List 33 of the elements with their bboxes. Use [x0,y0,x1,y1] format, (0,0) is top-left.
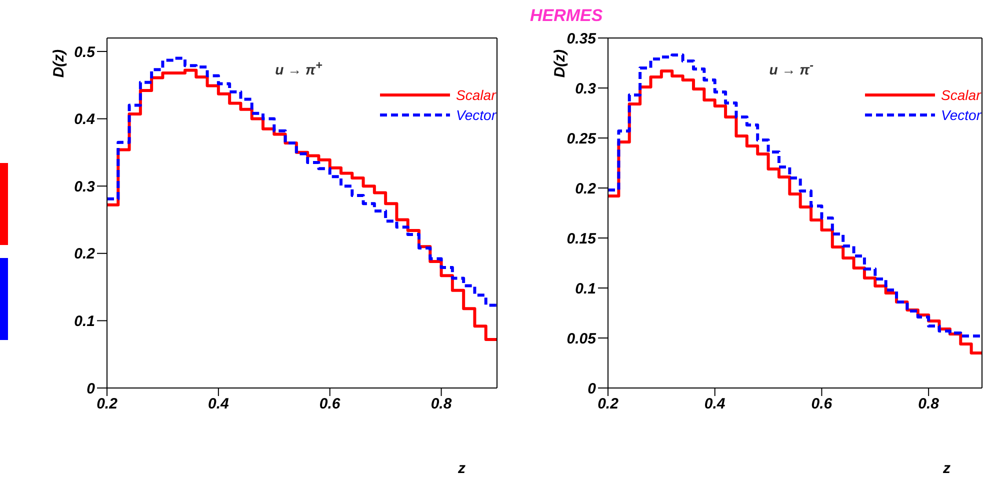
y-tick-label: 0.15 [566,230,597,248]
y-tick-label: 0.25 [566,130,597,148]
x-tick-label: 0.4 [704,396,726,413]
y-tick-label: 0.2 [575,180,597,198]
x-axis-title: z [943,460,950,477]
annotation: u → π$^{-}$ [769,59,814,78]
x-tick-label: 0.8 [430,396,452,413]
x-axis-title: z [458,460,466,477]
y-axis-title: D(z) [552,49,569,78]
x-tick-label: 0.2 [96,396,118,413]
y-tick-label: 0.3 [575,80,597,98]
y-tick-label: 0.1 [575,280,596,298]
legend-label: Vector [941,107,981,123]
y-tick-label: 0.35 [566,30,597,48]
y-tick-label: 0.3 [74,178,96,196]
y-tick-label: 0.05 [566,330,597,348]
y-tick-label: 0 [588,380,597,398]
y-tick-label: 0.4 [74,111,96,128]
y-tick-label: 0 [86,380,96,398]
y-tick-label: 0.5 [74,44,96,61]
x-tick-label: 0.6 [319,396,341,413]
legend-label: Vector [456,107,496,123]
y-tick-label: 0.2 [74,246,96,263]
x-tick-label: 0.4 [208,396,230,413]
legend-label: Scalar [941,87,981,103]
x-tick-label: 0.2 [598,396,620,413]
annotation: u → π$^{+}$ [275,59,322,78]
legend-label: Scalar [456,87,496,103]
y-tick-label: 0.1 [74,313,95,330]
x-tick-label: 0.6 [811,396,833,413]
x-tick-label: 0.8 [918,396,940,413]
y-axis-title: D(z) [50,49,68,78]
chart-title: HERMES [530,6,603,26]
